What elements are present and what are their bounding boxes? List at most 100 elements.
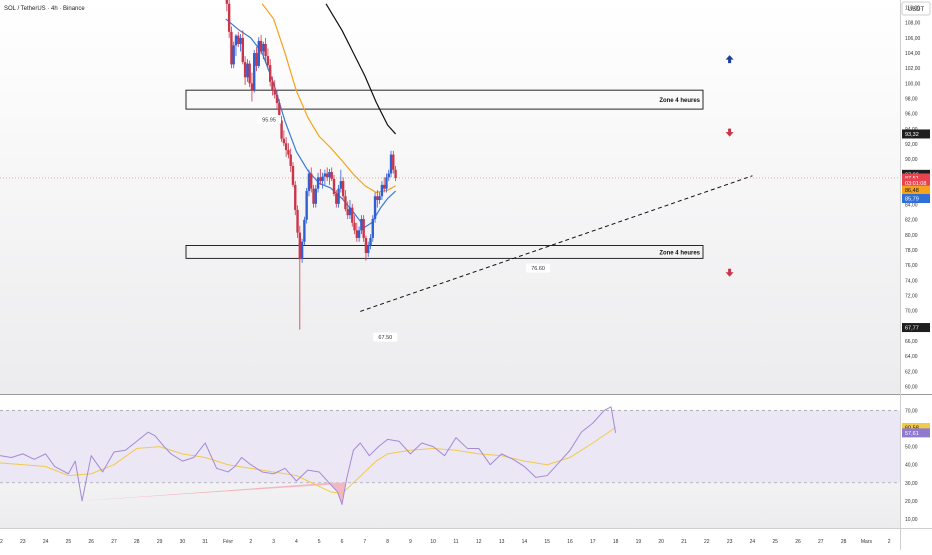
- x-tick-label: 4: [295, 539, 298, 545]
- price-badge: [902, 323, 930, 333]
- candle-body: [227, 3, 231, 32]
- candle-body: [264, 43, 267, 57]
- candle-body: [296, 209, 299, 233]
- candle-body: [378, 196, 381, 201]
- arrow-up-icon: [725, 55, 734, 64]
- y-tick-label: 106,00: [905, 36, 921, 42]
- x-tick-label: 11: [453, 539, 458, 545]
- y-tick-label: 98,00: [905, 97, 918, 103]
- y-tick-label: 96,00: [905, 112, 918, 118]
- candle-body: [328, 171, 331, 178]
- candle-body: [364, 237, 368, 254]
- price-annotation-box: [526, 263, 551, 273]
- x-tick-label: 31: [202, 539, 208, 545]
- candle-body: [310, 173, 313, 189]
- candle-body: [346, 209, 349, 216]
- x-tick-label: 23: [727, 539, 733, 545]
- candle-body: [332, 178, 336, 194]
- rsi-y-tick-label: 30,00: [905, 481, 918, 487]
- candle-body: [246, 63, 249, 78]
- candle-body: [314, 188, 317, 204]
- candle-body: [250, 83, 254, 91]
- candle-body: [339, 181, 343, 189]
- x-tick-label: 26: [88, 539, 94, 545]
- candle-body: [262, 43, 265, 52]
- candle-body: [344, 196, 347, 210]
- y-tick-label: 64,00: [905, 354, 918, 360]
- x-tick-label: 28: [841, 539, 847, 545]
- arrow-down-icon: [725, 268, 734, 277]
- y-tick-label: 82,00: [905, 218, 918, 224]
- rsi-ma-line: [0, 427, 616, 495]
- x-tick-label: 7: [363, 539, 366, 545]
- zone-label: Zone 4 heures: [659, 250, 700, 256]
- price-badge-label: 93,32: [905, 132, 919, 138]
- arrow-down-icon: [725, 128, 734, 137]
- y-tick-label: 70,00: [905, 309, 918, 315]
- x-tick-label: Févr: [223, 539, 233, 545]
- y-tick-label: 108,00: [905, 21, 921, 27]
- quote-label: USDT: [908, 7, 925, 13]
- candle-body: [371, 218, 374, 238]
- x-tick-label: 2: [888, 539, 891, 545]
- y-tick-label: 60,00: [905, 384, 918, 390]
- x-tick-label: 5: [318, 539, 321, 545]
- candle-body: [243, 62, 247, 78]
- x-tick-label: 25: [66, 539, 72, 545]
- candle-body: [259, 40, 263, 52]
- ema-slow-line: [325, 3, 397, 135]
- candle-body: [255, 53, 258, 66]
- x-tick-label: 25: [772, 539, 778, 545]
- x-tick-label: 26: [795, 539, 801, 545]
- price-annotation: 67.50: [378, 335, 392, 341]
- candle-body: [387, 173, 390, 178]
- x-tick-label: 30: [180, 539, 186, 545]
- y-tick-label: 78,00: [905, 248, 918, 254]
- x-tick-label: 3: [272, 539, 275, 545]
- x-tick-label: 12: [476, 539, 482, 545]
- candle-body: [234, 35, 238, 46]
- x-tick-label: 19: [636, 539, 642, 545]
- candle-body: [323, 173, 327, 177]
- candle-body: [305, 190, 308, 220]
- candle-body: [380, 184, 384, 197]
- price-badge-label: 86,48: [905, 188, 919, 194]
- x-tick-label: 18: [613, 539, 619, 545]
- x-tick-label: 14: [522, 539, 528, 545]
- y-tick-label: 110,00: [905, 6, 920, 12]
- candle-body: [394, 169, 397, 178]
- candle-body: [360, 218, 363, 231]
- candle-body: [278, 103, 281, 121]
- candle-body: [330, 171, 333, 179]
- candle-body: [362, 218, 365, 238]
- zone-box: [185, 245, 704, 259]
- main-pane-background: [0, 0, 900, 394]
- x-tick-label: 6: [341, 539, 344, 545]
- price-badge-label: 57,61: [905, 431, 919, 437]
- candle-body: [282, 138, 286, 144]
- candle-body: [357, 230, 361, 238]
- x-tick-label: 23: [20, 539, 26, 545]
- x-tick-label: 24: [43, 539, 49, 545]
- rsi-line: [0, 406, 617, 505]
- candle-body: [389, 154, 393, 174]
- quote-box: [901, 1, 931, 16]
- candle-body: [239, 37, 242, 44]
- price-badge: [902, 194, 930, 204]
- x-tick-label: 8: [386, 539, 389, 545]
- rsi-y-tick-label: 20,00: [905, 499, 918, 505]
- candle-body: [307, 173, 311, 191]
- x-tick-label: 16: [567, 539, 573, 545]
- y-tick-label: 92,00: [905, 142, 918, 148]
- candle-body: [321, 176, 324, 182]
- symbol-title: SOL / TetherUS · 4h · Binance: [4, 6, 85, 12]
- x-tick-label: 13: [499, 539, 505, 545]
- y-tick-label: 90,00: [905, 157, 918, 163]
- candle-body: [275, 94, 279, 104]
- price-badge: [902, 422, 930, 432]
- trendline: [360, 175, 753, 312]
- candle-body: [294, 184, 297, 210]
- rsi-y-tick-label: 10,00: [905, 517, 918, 523]
- rsi-y-tick-label: 70,00: [905, 408, 918, 414]
